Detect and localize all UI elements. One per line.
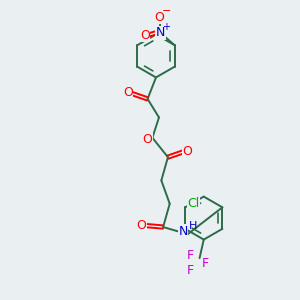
- Text: N: N: [178, 225, 188, 238]
- Text: H: H: [189, 221, 197, 231]
- Text: O: O: [137, 219, 147, 232]
- Text: O: O: [143, 133, 152, 146]
- Text: F: F: [187, 249, 194, 262]
- Text: +: +: [162, 22, 170, 32]
- Text: O: O: [155, 11, 165, 24]
- Text: O: O: [140, 28, 150, 41]
- Text: Cl: Cl: [188, 197, 200, 210]
- Text: F: F: [187, 264, 194, 277]
- Text: F: F: [201, 257, 208, 270]
- Text: −: −: [161, 5, 171, 16]
- Text: O: O: [183, 145, 193, 158]
- Text: N: N: [156, 26, 165, 39]
- Text: O: O: [123, 86, 133, 100]
